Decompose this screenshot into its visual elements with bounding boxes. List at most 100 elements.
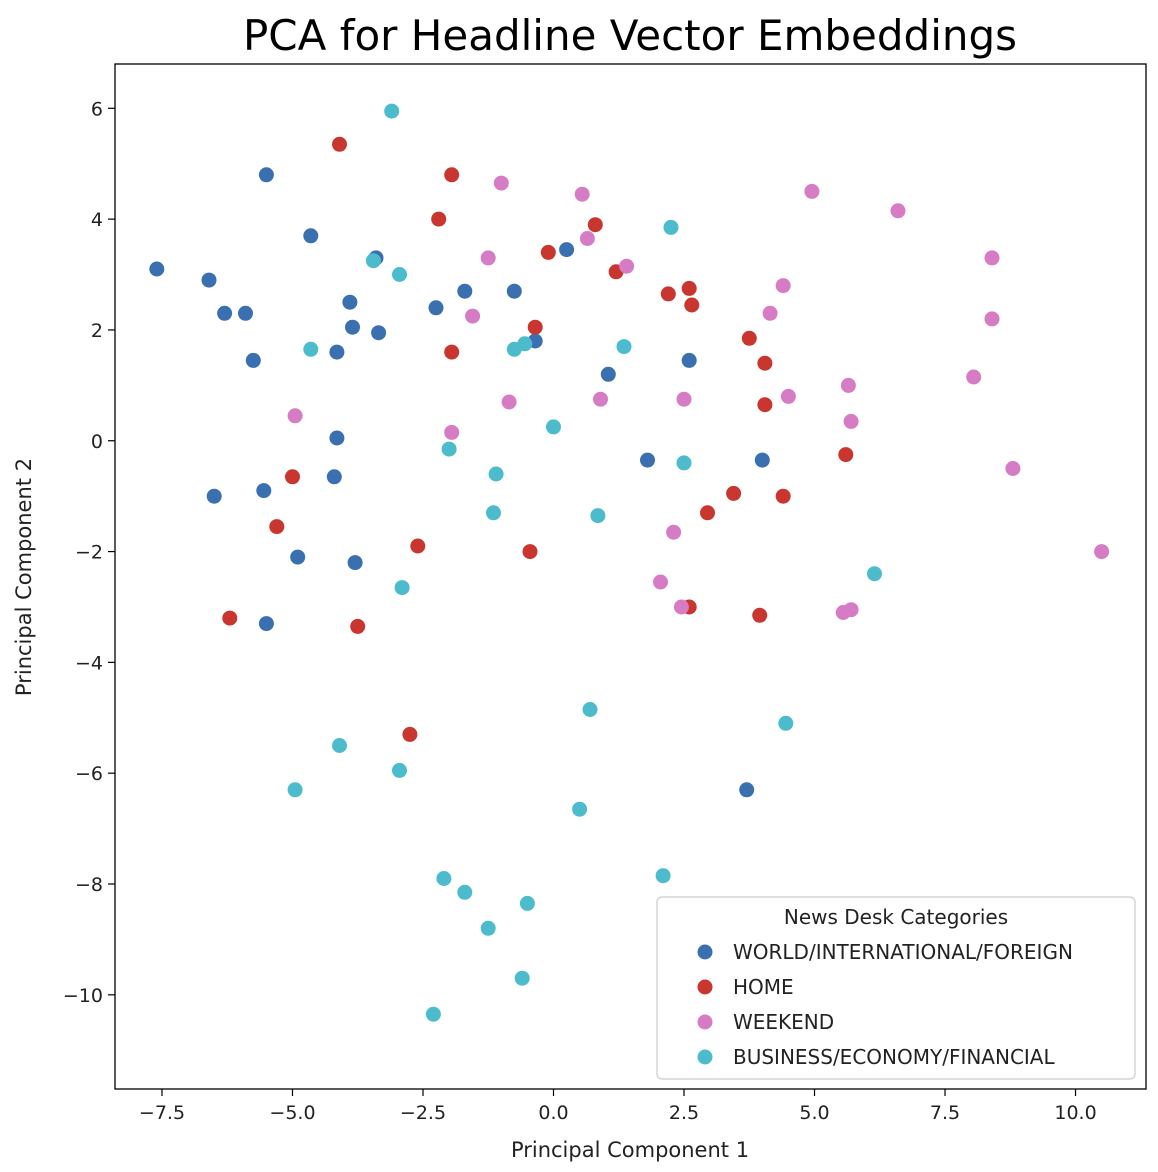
data-point-series-3 <box>392 267 407 282</box>
legend-label-series-3: BUSINESS/ECONOMY/FINANCIAL <box>733 1045 1055 1069</box>
data-point-series-1 <box>527 319 543 335</box>
data-point-series-1 <box>684 297 700 313</box>
data-point-series-3 <box>457 884 473 900</box>
data-point-series-3 <box>384 103 400 119</box>
data-point-series-2 <box>653 574 668 590</box>
data-point-series-2 <box>804 183 820 199</box>
data-point-series-2 <box>673 599 689 615</box>
legend-label-series-2: WEEKEND <box>733 1010 834 1034</box>
data-point-series-0 <box>329 430 345 446</box>
data-point-series-2 <box>287 408 303 424</box>
data-point-series-3 <box>394 580 410 596</box>
data-point-series-3 <box>480 920 496 936</box>
data-point-series-1 <box>838 447 854 463</box>
data-point-series-1 <box>285 469 300 485</box>
x-tick-label: 7.5 <box>930 1102 960 1124</box>
data-point-series-3 <box>303 341 319 357</box>
data-point-series-0 <box>428 300 444 316</box>
data-point-series-3 <box>582 702 598 717</box>
data-point-series-3 <box>655 868 671 884</box>
data-point-series-0 <box>681 352 697 368</box>
scatter-points <box>149 103 1110 1022</box>
data-point-series-3 <box>663 219 679 235</box>
data-point-series-3 <box>392 762 407 778</box>
data-point-series-3 <box>519 895 535 911</box>
data-point-series-1 <box>757 355 773 371</box>
data-point-series-2 <box>890 203 906 219</box>
data-point-series-3 <box>676 455 692 471</box>
data-point-series-1 <box>741 330 757 346</box>
data-point-series-2 <box>843 602 859 618</box>
x-tick-label: 0.0 <box>538 1102 568 1124</box>
x-tick-label: −2.5 <box>400 1102 446 1124</box>
data-point-series-3 <box>425 1006 441 1022</box>
data-point-series-0 <box>303 228 319 244</box>
data-point-series-0 <box>329 344 345 360</box>
data-point-series-0 <box>290 549 306 565</box>
y-tick-label: 2 <box>91 320 103 342</box>
data-point-series-0 <box>347 555 363 571</box>
data-point-series-3 <box>590 508 606 524</box>
data-point-series-0 <box>342 294 358 310</box>
data-point-series-0 <box>754 452 770 468</box>
data-point-series-3 <box>287 782 303 798</box>
data-point-series-1 <box>775 488 791 504</box>
data-point-series-1 <box>522 544 538 560</box>
data-point-series-3 <box>436 871 452 886</box>
data-point-series-2 <box>593 391 608 407</box>
data-point-series-2 <box>579 231 595 246</box>
data-point-series-0 <box>256 483 272 499</box>
y-axis-ticks: 6 4 2 0 −2 −4 −6 −8 −10 <box>63 98 115 1007</box>
y-tick-label: −6 <box>75 763 103 785</box>
data-point-series-2 <box>1005 461 1021 476</box>
data-point-series-0 <box>345 319 360 335</box>
data-point-series-1 <box>444 167 460 183</box>
data-point-series-0 <box>371 325 387 341</box>
data-point-series-2 <box>493 175 509 191</box>
data-point-series-0 <box>600 366 616 382</box>
x-tick-label: 10.0 <box>1054 1102 1096 1124</box>
legend-box <box>656 896 1136 1080</box>
data-point-series-0 <box>206 488 222 504</box>
x-tick-label: 5.0 <box>799 1102 829 1124</box>
legend-label-series-0: WORLD/INTERNATIONAL/FOREIGN <box>733 940 1073 964</box>
y-tick-label: 0 <box>91 431 103 453</box>
data-point-series-2 <box>666 524 682 540</box>
legend-marker-series-0 <box>697 944 713 960</box>
data-point-series-1 <box>660 286 676 302</box>
data-point-series-2 <box>984 250 1000 266</box>
data-point-series-1 <box>540 244 556 260</box>
data-point-series-1 <box>726 485 742 501</box>
data-point-series-1 <box>222 610 238 626</box>
data-point-series-1 <box>402 726 418 742</box>
data-point-series-0 <box>640 452 655 468</box>
y-axis-label: Principal Component 2 <box>12 458 36 696</box>
data-point-series-1 <box>332 136 347 152</box>
data-point-series-2 <box>840 377 856 393</box>
data-point-series-1 <box>681 280 697 296</box>
y-tick-label: −2 <box>75 542 103 564</box>
data-point-series-3 <box>867 566 882 582</box>
y-tick-label: −10 <box>63 985 103 1007</box>
y-tick-label: 4 <box>91 209 103 231</box>
data-point-series-1 <box>700 505 715 521</box>
legend: News Desk Categories WORLD/INTERNATIONAL… <box>656 896 1136 1080</box>
data-point-series-0 <box>739 782 755 798</box>
data-point-series-2 <box>676 391 692 407</box>
data-point-series-2 <box>619 258 635 274</box>
data-point-series-1 <box>752 607 768 623</box>
y-tick-label: 6 <box>91 98 103 120</box>
data-point-series-0 <box>217 305 233 321</box>
plot-frame <box>114 63 1147 1090</box>
legend-marker-series-1 <box>697 979 713 995</box>
data-point-series-1 <box>431 211 447 227</box>
data-point-series-2 <box>775 278 791 294</box>
legend-marker-series-2 <box>697 1014 713 1030</box>
data-point-series-2 <box>762 305 778 321</box>
y-tick-label: −4 <box>75 652 103 674</box>
data-point-series-0 <box>245 352 261 368</box>
data-point-series-2 <box>966 369 982 385</box>
x-axis-ticks: −7.5 −5.0 −2.5 0.0 2.5 5.0 7.5 10.0 <box>139 1089 1097 1124</box>
data-point-series-1 <box>269 519 285 535</box>
